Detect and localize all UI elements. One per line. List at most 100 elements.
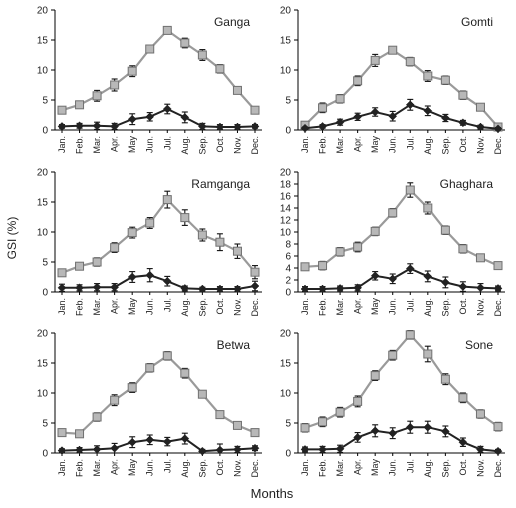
panel-title: Gomti [461,15,493,29]
series-1 [57,25,260,115]
x-tick-label: Apr. [110,459,120,475]
data-point [370,271,380,281]
data-point [57,446,67,455]
x-tick-label: Oct. [215,136,225,153]
data-point [300,445,310,454]
data-point [458,118,468,128]
data-point [162,351,172,361]
data-point [440,374,450,384]
y-tick-label: 10 [37,66,49,77]
data-point [180,213,190,223]
data-point [145,435,155,445]
x-tick-label: Jan. [57,298,67,315]
series-line [62,274,256,290]
panel-title: Ramganga [191,177,250,191]
data-point [318,261,328,271]
data-point [75,445,84,455]
data-point [215,237,225,247]
data-point [215,122,225,132]
data-point [197,230,207,240]
x-tick-label: Aug. [423,136,433,155]
data-point [145,112,155,122]
x-tick-label: Mar. [92,136,102,154]
x-tick-label: Jul. [162,459,172,473]
data-point [353,433,362,442]
x-tick-label: Sep. [197,136,207,155]
x-tick-label: May [370,459,380,477]
series-line [61,28,256,112]
x-tick-label: Feb. [318,459,328,477]
x-tick-label: May [127,136,137,154]
data-point [318,122,327,131]
y-tick-label: 20 [280,329,292,340]
data-point [215,64,225,74]
y-tick-label: 8 [285,240,291,251]
x-tick-label: Jan. [300,136,310,153]
data-point [127,114,137,124]
x-tick-label: Nov. [475,298,485,316]
y-tick-label: 10 [280,228,292,239]
data-point [300,123,310,133]
data-point [162,104,172,114]
x-tick-label: May [127,459,137,477]
data-point [405,264,415,273]
x-tick-label: Feb. [75,459,85,477]
x-tick-label: Oct. [458,459,468,476]
series-line [304,103,499,130]
panel-ganga: 0 5 10 15 20 Jan. Feb. Mar. Apr. May Jun. Jul. Aug. S… [37,6,262,155]
data-point [233,445,242,454]
data-point [92,282,102,292]
data-point [423,349,433,359]
data-point [388,111,398,121]
data-point [300,284,310,294]
data-point [475,253,485,263]
x-tick-label: Jul. [405,459,415,473]
x-tick-label: Sep. [440,298,450,317]
data-point [476,445,485,454]
y-tick-label: 5 [285,96,291,107]
x-tick-label: May [370,136,380,154]
data-point [250,105,260,115]
x-tick-label: Aug. [423,459,433,478]
series-1 [300,45,503,132]
data-point [475,409,485,419]
x-tick-label: Jan. [300,298,310,315]
y-tick-label: 2 [285,276,291,287]
x-tick-label: Sep. [440,136,450,155]
series-2 [57,432,260,456]
x-tick-label: Mar. [335,136,345,154]
data-point [232,85,242,95]
data-point [370,226,380,236]
data-point [388,208,398,218]
y-tick-label: 10 [37,228,49,239]
data-point [180,284,190,293]
x-tick-label: Nov. [232,459,242,477]
data-point [441,278,450,287]
data-point [110,282,119,292]
data-point [370,371,380,381]
x-tick-label: Apr. [110,298,120,314]
data-point [335,284,345,293]
y-axis-label: GSI (%) [5,217,19,260]
x-tick-label: Jun. [388,298,398,315]
x-tick-label: Jan. [57,136,67,153]
data-point [476,122,485,132]
data-point [145,363,155,373]
data-point [180,38,190,48]
series-1 [57,351,260,439]
x-tick-label: Jul. [405,136,415,150]
data-point [162,25,172,35]
y-tick-label: 20 [37,329,49,340]
data-point [57,268,67,278]
series-line [61,107,256,128]
panel-title: Ghaghara [440,177,494,191]
series-line [304,188,499,268]
data-point [180,434,190,443]
data-point [423,106,433,116]
y-tick-label: 12 [280,216,292,227]
y-tick-label: 0 [42,126,48,137]
data-point [405,185,415,195]
data-point [405,100,415,110]
y-tick-label: 5 [42,258,48,269]
y-tick-label: 0 [285,126,291,137]
